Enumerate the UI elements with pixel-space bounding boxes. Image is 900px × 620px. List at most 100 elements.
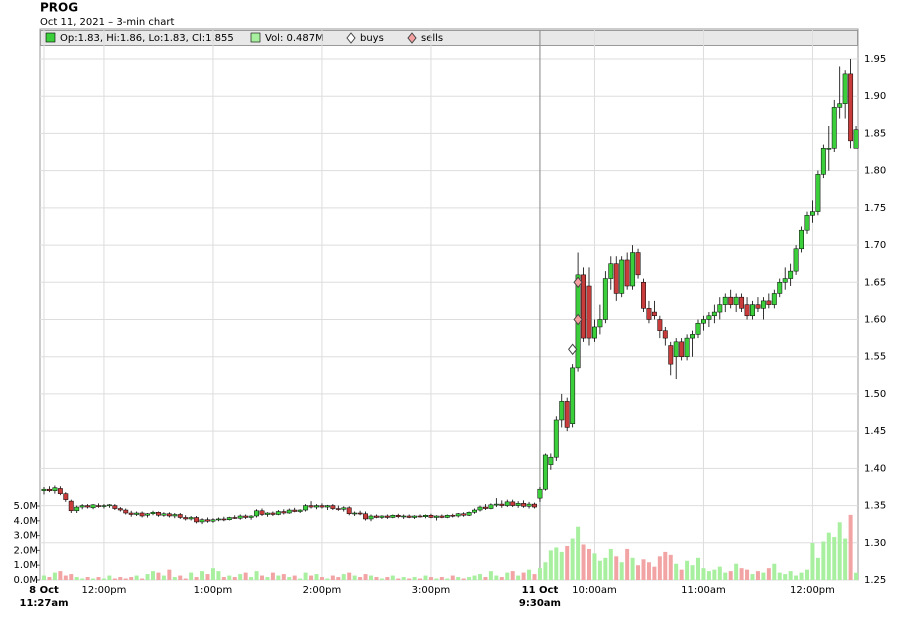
volume-bar (58, 571, 63, 580)
candle-body (804, 215, 810, 231)
candle-body (444, 514, 450, 518)
candle-body (706, 315, 712, 320)
candle-body (815, 174, 821, 212)
candle-body (128, 512, 134, 515)
volume-bar (548, 550, 553, 580)
volume-bar (243, 572, 248, 580)
volume-bar (183, 578, 188, 580)
candle-body (346, 507, 352, 515)
candle-body (782, 278, 788, 283)
volume-bar (63, 575, 68, 580)
volume-bar (543, 562, 548, 580)
volume-bar (194, 577, 199, 580)
candle-body (853, 129, 859, 149)
volume-bar (799, 572, 804, 580)
candle-body (477, 506, 483, 511)
candle-body (771, 293, 777, 305)
volume-bar (151, 571, 155, 580)
volume-bar (854, 572, 859, 580)
volume-bar (341, 574, 346, 580)
legend-buys: buys (360, 33, 384, 44)
y2-tick-label: 5.0M (13, 501, 38, 512)
volume-bar (123, 578, 128, 580)
volume-bar (379, 578, 384, 580)
y-tick-label: 1.60 (864, 315, 886, 326)
candle-body (90, 504, 96, 509)
candle-body (777, 282, 783, 294)
volume-bar (352, 575, 357, 580)
candle-body (810, 211, 815, 216)
y-tick-label: 1.90 (864, 91, 886, 102)
candle-body (199, 519, 205, 523)
candle-body (739, 296, 745, 309)
candle-body (820, 148, 826, 175)
volume-bar (478, 574, 482, 580)
volume-bar (47, 577, 52, 580)
candle-body (695, 322, 701, 335)
volume-bar (254, 571, 259, 580)
candle-body (760, 300, 766, 309)
candle-body (172, 514, 178, 517)
volume-bar (42, 575, 46, 580)
volume-bar (597, 560, 602, 580)
candle-body (150, 512, 156, 515)
volume-bar (499, 577, 504, 580)
sells-marker (573, 313, 583, 326)
volume-bar (221, 577, 226, 580)
volume-bar (238, 574, 243, 580)
volume-bar (428, 577, 433, 580)
volume-bar (565, 545, 570, 580)
volume-bar (766, 568, 771, 580)
volume-bar (249, 577, 254, 580)
candle-body (106, 504, 112, 507)
candle-body (286, 509, 292, 514)
y2-tick-label: 4.0M (13, 516, 38, 527)
volume-bar (96, 577, 101, 580)
candle-body (679, 341, 685, 357)
x-tick-label: 12:00pm (790, 585, 835, 596)
volume-bar (679, 569, 684, 580)
y-tick-label: 1.35 (864, 501, 886, 512)
candle-body (259, 510, 265, 515)
volume-bar (205, 574, 210, 580)
volume-bar (347, 572, 352, 580)
candle-body (461, 513, 467, 516)
volume-bar (412, 577, 417, 580)
candle-body (412, 515, 418, 518)
candle-body (63, 493, 69, 500)
volume-bar (456, 577, 461, 580)
volume-bar (69, 574, 74, 580)
candle-body (330, 505, 336, 509)
candle-body (564, 401, 570, 428)
volume-bar (281, 574, 286, 580)
candle-body (221, 518, 227, 521)
candle-body (837, 103, 843, 108)
volume-bar (189, 572, 194, 580)
volume-bar (91, 578, 96, 580)
volume-bar (668, 554, 673, 580)
volume-bar (418, 578, 423, 580)
candle-body (559, 401, 565, 421)
volume-bar (788, 571, 793, 580)
volume-bar (314, 574, 319, 580)
candle-body (799, 229, 804, 250)
volume-bar (832, 537, 837, 580)
candle-body (455, 513, 461, 517)
candle-body (314, 505, 319, 508)
volume-bar (739, 568, 744, 580)
candle-body (493, 503, 499, 506)
volume-bar (745, 569, 750, 580)
x-tick-label: 2:00pm (303, 585, 342, 596)
legend-sells: sells (421, 33, 443, 44)
candle-body (96, 505, 101, 507)
volume-bar (167, 569, 172, 580)
candle-body (395, 514, 401, 517)
candle-body (733, 296, 739, 305)
volume-bar (407, 578, 412, 580)
volume-bar (701, 568, 706, 580)
candle-body (673, 341, 679, 357)
chart-subtitle: Oct 11, 2021 – 3-min chart (40, 17, 174, 28)
candle-body (537, 488, 543, 499)
volume-bar (107, 575, 112, 580)
candle-body (553, 419, 559, 458)
